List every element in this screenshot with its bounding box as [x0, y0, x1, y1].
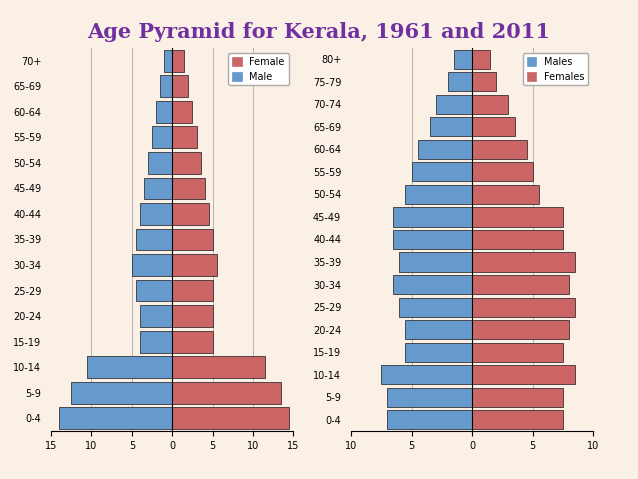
Bar [472, 320, 569, 339]
Bar [472, 388, 563, 407]
Bar [172, 356, 265, 378]
Bar [472, 297, 575, 317]
Bar [472, 207, 563, 227]
Bar [160, 75, 172, 97]
Bar [156, 101, 172, 123]
Bar [472, 140, 526, 159]
Bar [472, 230, 563, 249]
Bar [393, 230, 472, 249]
Bar [448, 72, 472, 91]
Bar [172, 75, 188, 97]
Bar [172, 101, 193, 123]
Bar [172, 178, 205, 199]
Bar [472, 365, 575, 384]
Bar [136, 228, 172, 251]
Bar [472, 95, 508, 114]
Legend: Males, Females: Males, Females [523, 53, 588, 85]
Bar [382, 365, 472, 384]
Bar [152, 126, 172, 148]
Bar [472, 50, 490, 69]
Bar [172, 305, 212, 327]
Bar [399, 252, 472, 272]
Bar [472, 72, 496, 91]
Bar [472, 342, 563, 362]
Bar [71, 382, 172, 404]
Bar [472, 410, 563, 429]
Bar [140, 203, 172, 225]
Bar [172, 254, 217, 276]
Bar [172, 126, 197, 148]
Bar [172, 50, 184, 71]
Bar [387, 388, 472, 407]
Bar [430, 117, 472, 137]
Bar [406, 320, 472, 339]
Bar [172, 382, 281, 404]
Bar [87, 356, 172, 378]
Bar [399, 297, 472, 317]
Bar [412, 162, 472, 182]
Bar [472, 117, 514, 137]
Bar [172, 280, 212, 301]
Bar [393, 275, 472, 294]
Bar [436, 95, 472, 114]
Bar [172, 331, 212, 353]
Bar [132, 254, 172, 276]
Bar [140, 331, 172, 353]
Bar [387, 410, 472, 429]
Text: Age Pyramid for Kerala, 1961 and 2011: Age Pyramid for Kerala, 1961 and 2011 [87, 22, 551, 42]
Bar [172, 228, 212, 251]
Bar [140, 305, 172, 327]
Bar [172, 203, 209, 225]
Bar [172, 408, 290, 429]
Bar [393, 207, 472, 227]
Bar [144, 178, 172, 199]
Bar [472, 252, 575, 272]
Bar [454, 50, 472, 69]
Bar [472, 275, 569, 294]
Bar [172, 152, 200, 174]
Bar [417, 140, 472, 159]
Legend: Female, Male: Female, Male [228, 53, 288, 85]
Bar [148, 152, 172, 174]
Bar [472, 162, 533, 182]
Bar [164, 50, 172, 71]
Bar [59, 408, 172, 429]
Bar [136, 280, 172, 301]
Bar [406, 342, 472, 362]
Bar [406, 185, 472, 204]
Bar [472, 185, 538, 204]
